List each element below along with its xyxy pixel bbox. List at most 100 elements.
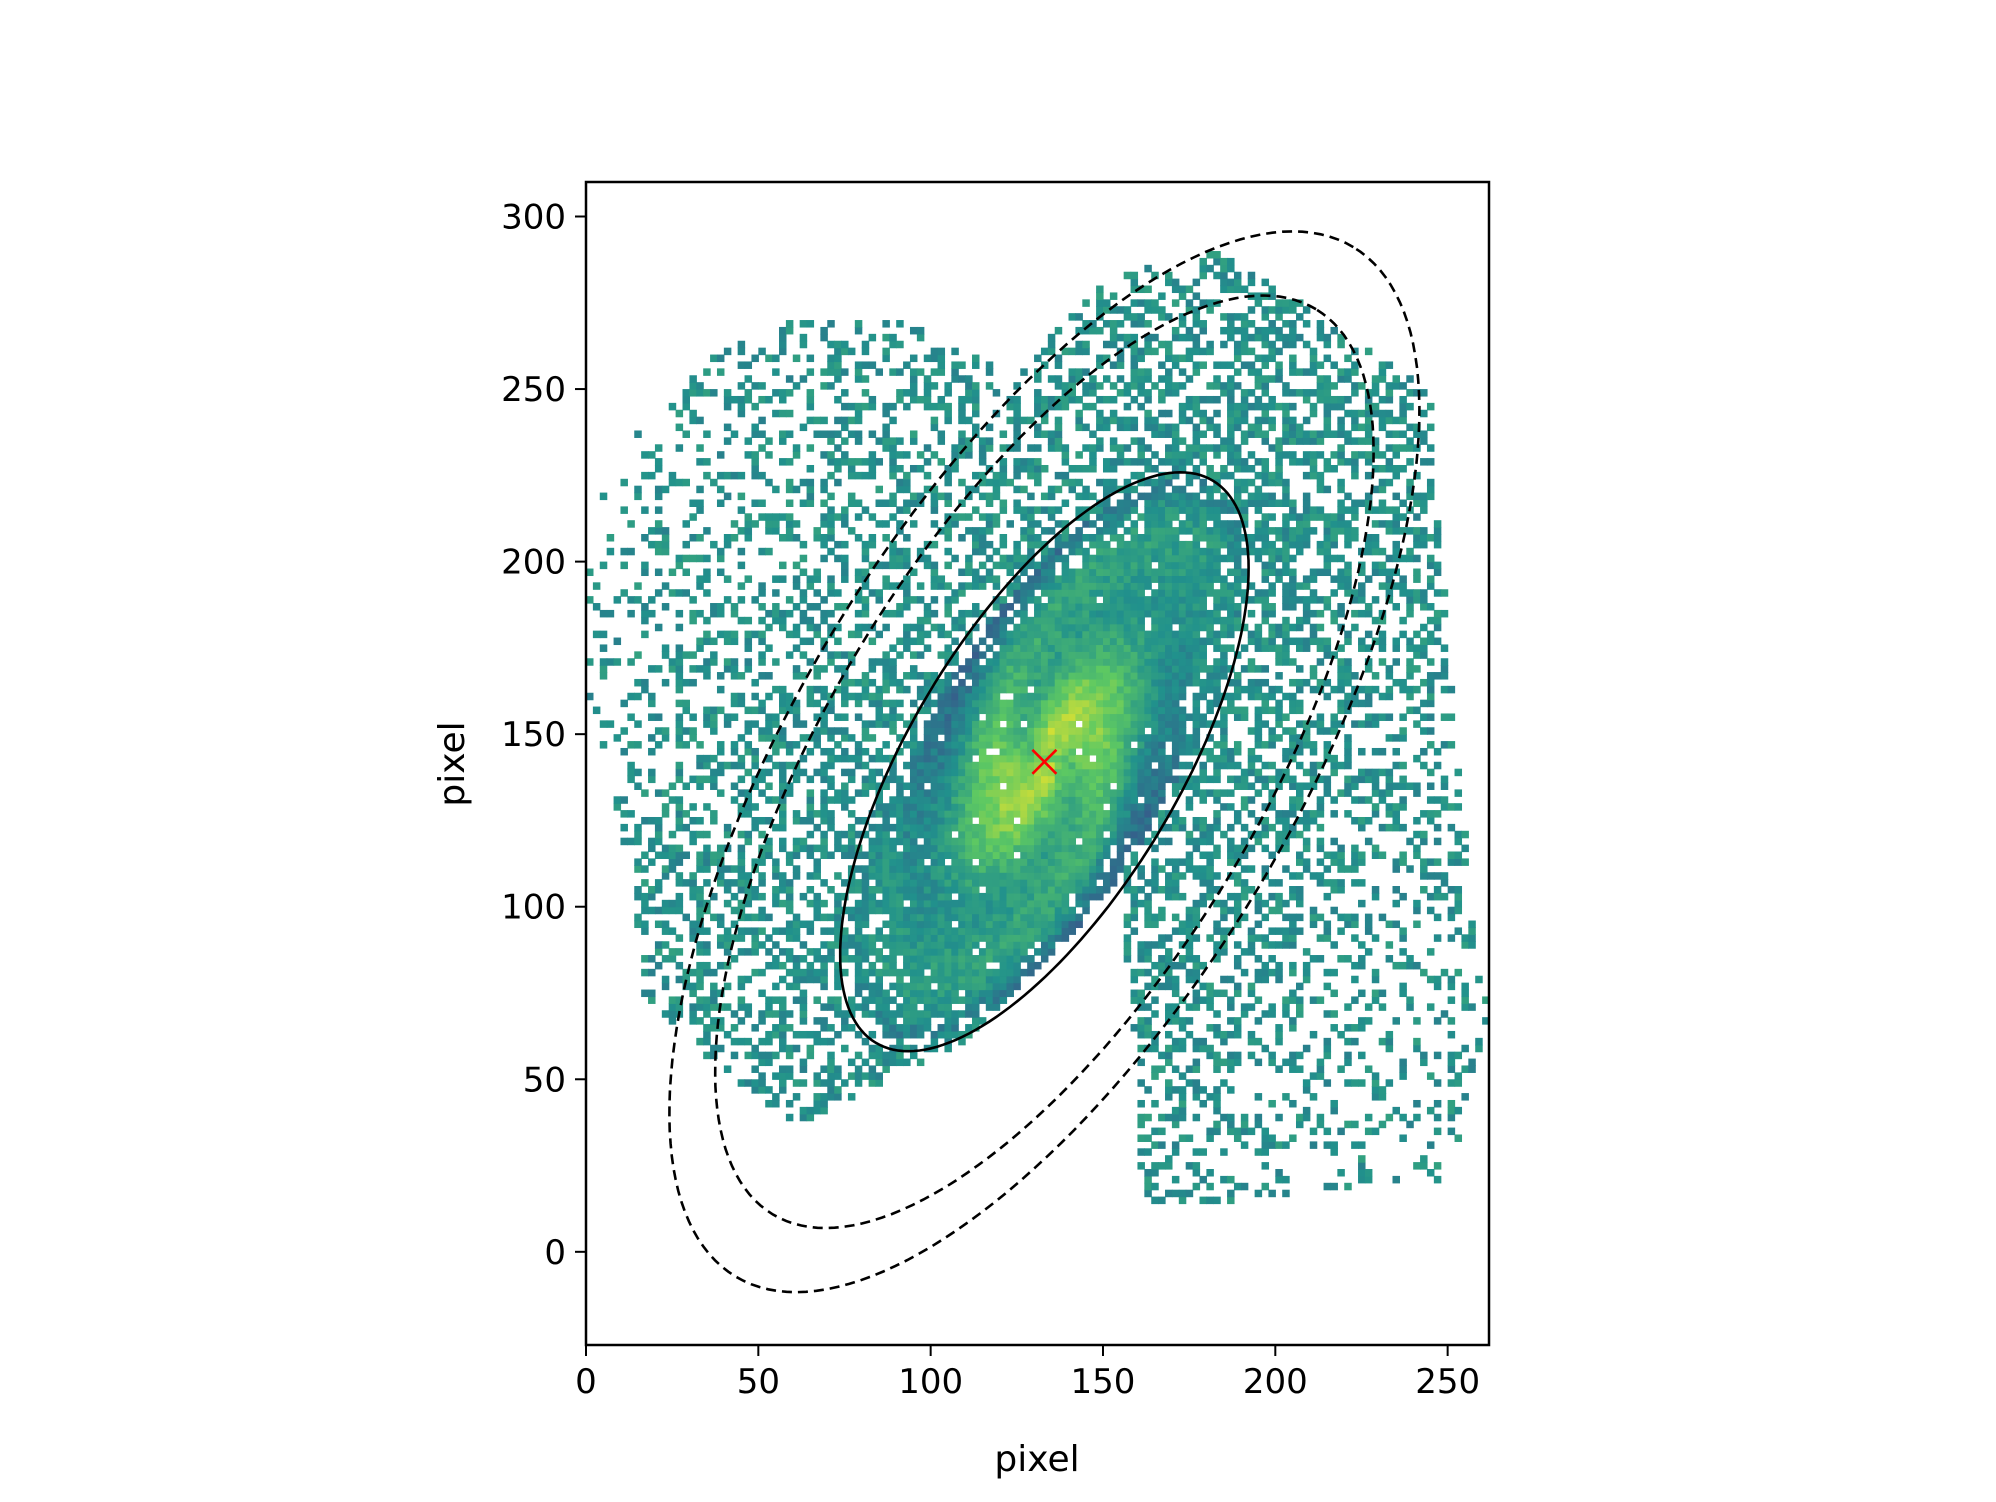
image-pixel xyxy=(785,692,794,701)
image-pixel xyxy=(1047,685,1056,694)
image-pixel xyxy=(1199,444,1207,452)
image-pixel xyxy=(1034,568,1042,577)
image-pixel xyxy=(1068,720,1077,728)
image-pixel xyxy=(792,844,801,853)
image-pixel xyxy=(992,734,1001,742)
image-pixel xyxy=(1165,340,1173,349)
image-pixel xyxy=(799,333,808,342)
image-pixel xyxy=(1165,1189,1173,1198)
image-pixel xyxy=(696,927,704,935)
image-pixel xyxy=(1006,803,1014,811)
image-pixel xyxy=(1144,941,1152,949)
image-pixel xyxy=(978,796,987,804)
image-pixel xyxy=(1109,754,1118,763)
image-pixel xyxy=(1034,920,1042,929)
image-pixel xyxy=(944,996,952,1004)
image-pixel xyxy=(696,996,704,1004)
image-pixel xyxy=(1178,961,1187,970)
image-pixel xyxy=(951,699,959,708)
image-pixel xyxy=(779,796,787,804)
image-pixel xyxy=(737,899,746,908)
image-pixel xyxy=(1096,651,1104,659)
image-pixel xyxy=(1034,948,1042,956)
image-pixel xyxy=(1068,823,1077,832)
image-pixel xyxy=(1054,534,1063,542)
image-pixel xyxy=(1027,492,1035,501)
image-pixel xyxy=(1158,575,1166,583)
image-pixel xyxy=(703,554,711,563)
image-pixel xyxy=(903,1017,911,1025)
image-pixel xyxy=(1068,789,1077,797)
image-pixel xyxy=(1171,278,1180,287)
image-pixel xyxy=(944,810,952,818)
image-pixel xyxy=(930,685,939,694)
image-pixel xyxy=(923,803,932,811)
image-pixel xyxy=(1054,375,1063,383)
image-pixel xyxy=(834,637,842,646)
image-pixel xyxy=(1089,803,1097,811)
image-pixel xyxy=(710,768,718,777)
image-pixel xyxy=(1144,968,1152,977)
image-pixel xyxy=(1034,644,1042,652)
image-pixel xyxy=(978,492,987,501)
image-pixel xyxy=(751,464,759,473)
image-pixel xyxy=(689,982,697,991)
image-pixel xyxy=(1151,872,1159,880)
image-pixel xyxy=(765,754,773,763)
image-pixel xyxy=(930,623,939,632)
image-pixel xyxy=(1185,658,1194,666)
image-pixel xyxy=(930,996,939,1004)
image-pixel xyxy=(847,1093,856,1101)
image-pixel xyxy=(1137,582,1145,590)
image-pixel xyxy=(1013,582,1021,590)
image-pixel xyxy=(1075,810,1083,818)
image-pixel xyxy=(1102,320,1111,328)
image-pixel xyxy=(875,754,884,763)
image-pixel xyxy=(882,430,890,438)
image-pixel xyxy=(1102,423,1111,432)
image-pixel xyxy=(834,430,842,438)
image-pixel xyxy=(772,1072,780,1080)
image-pixel xyxy=(854,1065,863,1073)
image-pixel xyxy=(1165,975,1173,984)
image-pixel xyxy=(992,692,1001,701)
image-pixel xyxy=(1192,706,1201,715)
image-pixel xyxy=(1185,913,1194,922)
image-pixel xyxy=(958,941,966,949)
image-pixel xyxy=(1123,444,1132,452)
image-pixel xyxy=(703,948,711,956)
image-pixel xyxy=(861,678,870,687)
image-pixel xyxy=(1158,492,1166,501)
image-pixel xyxy=(992,927,1001,935)
image-pixel xyxy=(937,458,946,466)
image-pixel xyxy=(1061,816,1070,825)
image-pixel xyxy=(820,851,828,860)
image-pixel xyxy=(999,927,1008,935)
image-pixel xyxy=(785,934,794,942)
image-pixel xyxy=(785,1010,794,1018)
image-pixel xyxy=(903,872,911,880)
image-pixel xyxy=(1137,1148,1145,1156)
image-pixel xyxy=(654,727,663,735)
image-pixel xyxy=(1068,699,1077,708)
image-pixel xyxy=(1013,899,1021,908)
image-pixel xyxy=(1082,810,1090,818)
image-pixel xyxy=(827,520,835,528)
image-pixel xyxy=(951,727,959,735)
image-pixel xyxy=(999,685,1008,694)
image-pixel xyxy=(1054,361,1063,369)
image-pixel xyxy=(841,754,849,763)
image-pixel xyxy=(937,810,946,818)
image-pixel xyxy=(1151,513,1159,521)
image-pixel xyxy=(765,768,773,777)
image-pixel xyxy=(1130,685,1139,694)
image-pixel xyxy=(1006,554,1014,563)
image-pixel xyxy=(923,672,932,680)
image-pixel xyxy=(958,692,966,701)
image-pixel xyxy=(716,554,725,563)
image-pixel xyxy=(1158,616,1166,625)
image-pixel xyxy=(779,872,787,880)
image-pixel xyxy=(909,989,918,998)
image-pixel xyxy=(861,672,870,680)
image-pixel xyxy=(1158,1051,1166,1060)
